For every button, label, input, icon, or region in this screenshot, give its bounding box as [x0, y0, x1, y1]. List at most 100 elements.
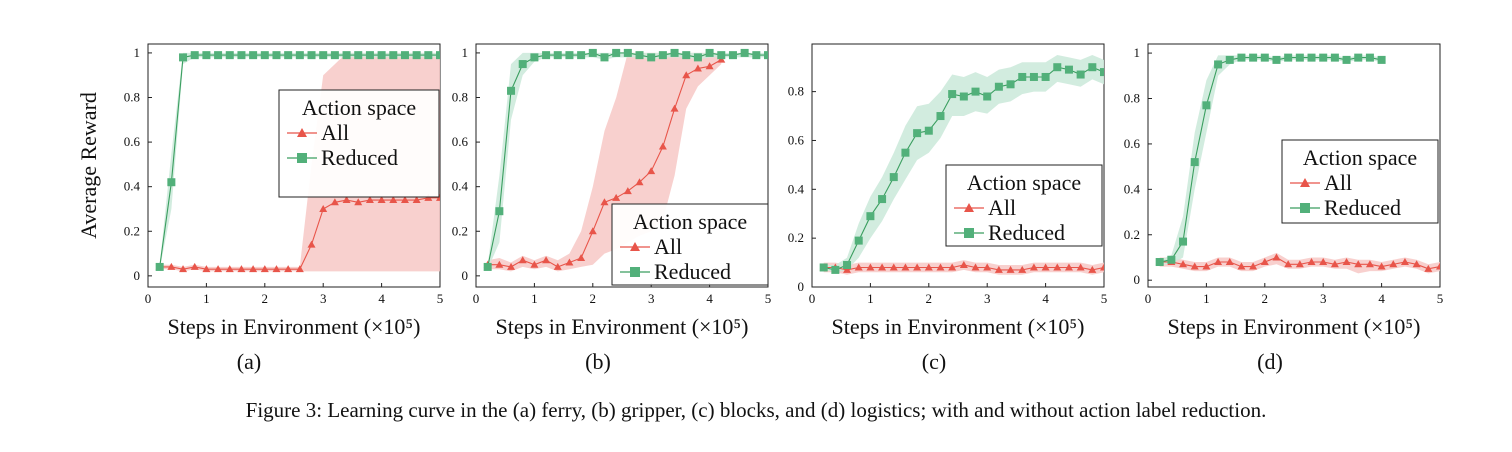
- data-point-all: [994, 265, 1003, 273]
- x-tick-label: 4: [1042, 291, 1049, 306]
- data-point-all: [542, 256, 551, 264]
- legend-entry-all: All: [1324, 170, 1352, 195]
- data-point-all: [948, 263, 957, 271]
- data-point-reduced: [1088, 63, 1097, 72]
- plot-frame: [811, 43, 1105, 288]
- y-tick-label: 0.4: [124, 179, 141, 194]
- legend-entry-all: All: [654, 234, 682, 259]
- data-point-reduced: [483, 262, 492, 271]
- data-point-reduced: [284, 51, 293, 60]
- data-point-all: [693, 64, 702, 72]
- data-point-reduced: [190, 51, 199, 60]
- data-point-all: [612, 193, 621, 201]
- data-point-all: [354, 198, 363, 206]
- data-point-reduced: [424, 51, 433, 60]
- data-point-reduced: [889, 173, 898, 182]
- data-point-reduced: [202, 51, 211, 60]
- chart-panel-a: 0 1 2 3 4 5 0 0.2 0.4 0.6 0.8 1 Action spaceAllReduc…: [76, 43, 444, 374]
- x-axis-label: Steps in Environment (×10⁵): [168, 314, 421, 339]
- y-tick-label: 0.6: [788, 132, 805, 147]
- data-point-reduced: [670, 48, 679, 57]
- data-point-reduced: [1018, 72, 1027, 81]
- y-tick-label: 0.2: [1124, 227, 1140, 242]
- data-point-all: [1041, 263, 1050, 271]
- y-tick-label: 0.4: [788, 181, 805, 196]
- x-tick-label: 5: [1437, 291, 1444, 306]
- data-point-all: [600, 198, 609, 206]
- data-point-reduced: [214, 51, 223, 60]
- data-point-reduced: [1190, 158, 1199, 167]
- data-point-reduced: [854, 236, 863, 245]
- data-point-reduced: [843, 261, 852, 270]
- data-point-reduced: [878, 195, 887, 204]
- data-point-all: [1202, 262, 1211, 270]
- y-tick-label: 0.8: [452, 90, 468, 105]
- figure-caption: Figure 3: Learning curve in the (a) ferr…: [245, 398, 1267, 422]
- data-point-reduced: [330, 51, 339, 60]
- x-tick-label: 1: [531, 291, 538, 306]
- legend-marker-reduced: [297, 153, 307, 163]
- subfigure-label: (c): [922, 349, 946, 374]
- y-tick-label: 0: [1134, 272, 1141, 287]
- data-point-reduced: [167, 178, 176, 187]
- data-point-all: [1354, 260, 1363, 268]
- data-point-all: [1260, 258, 1269, 266]
- subfigure-label: (d): [1257, 349, 1283, 374]
- x-axis-label: Steps in Environment (×10⁵): [496, 314, 749, 339]
- data-point-all: [971, 263, 980, 271]
- data-point-all: [635, 178, 644, 186]
- data-point-reduced: [307, 51, 316, 60]
- x-tick-label: 5: [437, 291, 444, 306]
- data-point-reduced: [705, 48, 714, 57]
- data-point-reduced: [764, 51, 768, 60]
- data-point-all: [1284, 260, 1293, 268]
- data-point-all: [983, 263, 992, 271]
- data-point-all: [901, 263, 910, 271]
- x-tick-label: 4: [1378, 291, 1385, 306]
- data-point-all: [179, 265, 188, 273]
- plot-area: [1155, 53, 1440, 274]
- data-point-reduced: [866, 212, 875, 221]
- y-tick-label: 0.2: [788, 230, 804, 245]
- data-point-all: [249, 265, 258, 273]
- data-point-reduced: [1377, 55, 1386, 64]
- x-axis-label: Steps in Environment (×10⁵): [832, 314, 1085, 339]
- data-point-all: [1190, 262, 1199, 270]
- data-point-all: [202, 265, 211, 273]
- data-point-reduced: [924, 126, 933, 135]
- data-point-reduced: [612, 48, 621, 57]
- data-point-reduced: [740, 48, 749, 57]
- data-point-all: [272, 265, 281, 273]
- data-point-all: [214, 265, 223, 273]
- data-point-all: [682, 71, 691, 79]
- legend-frame: [278, 89, 440, 198]
- x-tick-label: 0: [473, 291, 480, 306]
- x-tick-label: 5: [765, 291, 772, 306]
- y-tick-label: 0: [462, 268, 469, 283]
- data-point-all: [1100, 263, 1104, 271]
- data-point-all: [1319, 258, 1328, 266]
- data-point-all: [1179, 260, 1188, 268]
- data-point-reduced: [983, 92, 992, 101]
- y-axis-label: Average Reward: [76, 92, 101, 239]
- legend-entry-all: All: [988, 195, 1016, 220]
- legend-entry-reduced: Reduced: [1324, 195, 1401, 220]
- y-tick-label: 0.6: [1124, 136, 1141, 151]
- data-point-all: [854, 263, 863, 271]
- legend-marker-reduced: [964, 228, 974, 238]
- legend-marker-all: [964, 203, 974, 212]
- data-point-reduced: [565, 51, 574, 60]
- y-tick-label: 0.2: [452, 223, 468, 238]
- data-point-reduced: [913, 129, 922, 138]
- x-tick-label: 0: [145, 291, 152, 306]
- data-point-all: [1424, 264, 1433, 272]
- data-point-reduced: [155, 262, 164, 271]
- x-axis-label: Steps in Environment (×10⁵): [1168, 314, 1421, 339]
- data-point-reduced: [1076, 70, 1085, 79]
- y-tick-label: 0.6: [124, 134, 141, 149]
- legend-entry-reduced: Reduced: [321, 145, 398, 170]
- data-point-reduced: [1214, 60, 1223, 69]
- data-point-reduced: [260, 51, 269, 60]
